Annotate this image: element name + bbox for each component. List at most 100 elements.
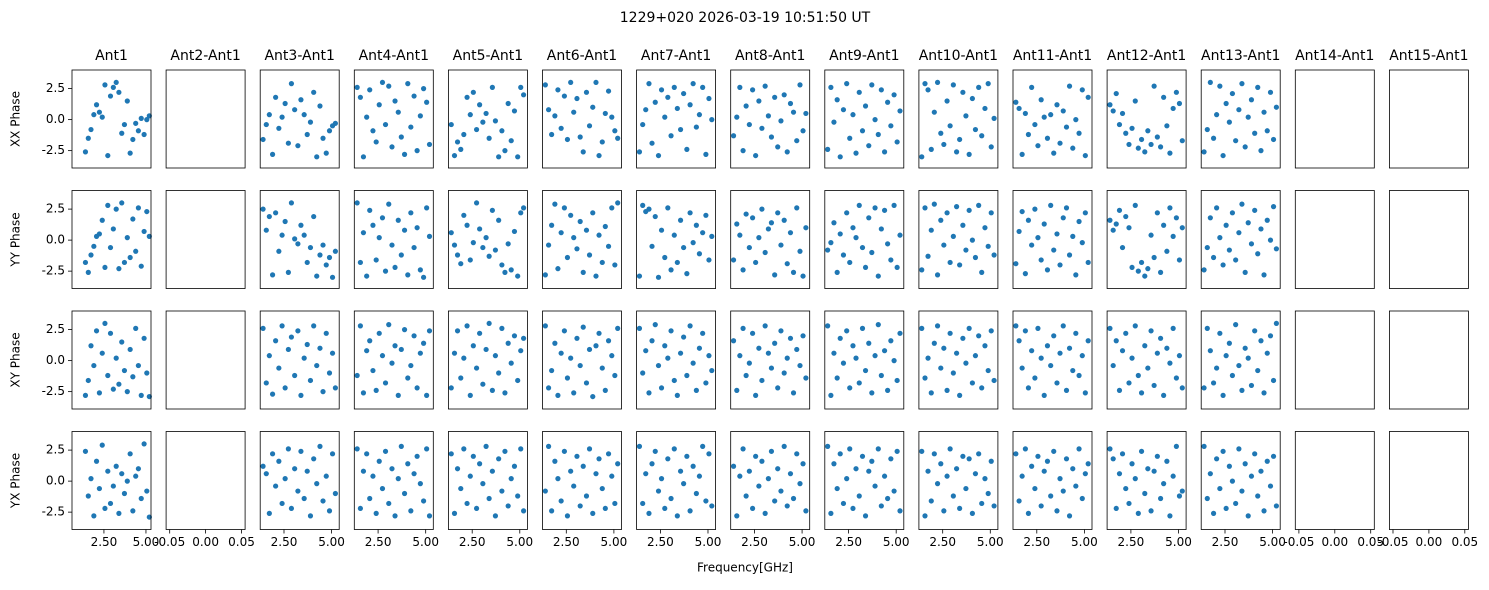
point (740, 148, 746, 154)
point (273, 338, 279, 344)
point (888, 338, 894, 344)
point (499, 325, 505, 331)
point (950, 233, 956, 239)
point (141, 228, 147, 235)
point (599, 485, 605, 492)
y-axis-label: YX Phase (9, 453, 23, 509)
point (1032, 121, 1038, 128)
point (414, 453, 420, 459)
point (110, 483, 116, 489)
point (1132, 323, 1138, 329)
point (1044, 343, 1051, 349)
point (1167, 150, 1173, 156)
point (881, 149, 888, 155)
point (574, 453, 580, 459)
point (395, 476, 401, 482)
point (1063, 205, 1070, 211)
point (891, 92, 897, 98)
point (266, 213, 272, 220)
y-tick-label: 2.5 (46, 202, 65, 216)
point (756, 98, 762, 104)
point (1236, 446, 1242, 452)
point (928, 498, 934, 504)
point (696, 112, 703, 118)
point (141, 441, 147, 447)
column-title: Ant10-Ant1 (919, 48, 998, 64)
point (85, 493, 91, 499)
point (1123, 485, 1129, 492)
point (743, 103, 749, 109)
point (1073, 117, 1079, 123)
point (1016, 498, 1022, 504)
point (549, 222, 555, 228)
panel-frame (353, 310, 434, 410)
point (797, 362, 803, 369)
point (1119, 244, 1126, 251)
point (99, 350, 105, 356)
point (1170, 233, 1176, 239)
point (558, 230, 564, 236)
point (549, 508, 555, 514)
point (834, 269, 840, 275)
point (837, 231, 843, 237)
point (1076, 372, 1082, 379)
point (979, 385, 985, 391)
point (107, 93, 114, 99)
point (772, 340, 778, 346)
point (671, 232, 677, 238)
point (116, 510, 122, 516)
point (405, 272, 411, 278)
column-title: Ant5-Ant1 (453, 48, 523, 64)
point (467, 112, 473, 118)
point (684, 453, 690, 459)
point (1013, 261, 1019, 267)
y-tick-label: 2.5 (46, 443, 65, 457)
point (518, 446, 524, 452)
point (276, 125, 282, 131)
point (982, 225, 988, 231)
point (875, 273, 881, 279)
point (602, 110, 608, 117)
point (1113, 221, 1119, 227)
point (93, 458, 100, 464)
point (373, 139, 379, 145)
point (1025, 385, 1032, 391)
point (260, 136, 266, 143)
point (458, 485, 464, 492)
point (426, 513, 433, 519)
panel-frame (824, 310, 905, 410)
point (1242, 269, 1248, 275)
point (357, 94, 363, 100)
point (746, 360, 752, 366)
point (133, 473, 139, 479)
point (464, 222, 470, 228)
x-tick-label: 2.50 (929, 535, 956, 549)
point (564, 513, 571, 519)
point (765, 113, 771, 119)
point (426, 328, 433, 334)
point (1148, 141, 1154, 148)
point (451, 510, 458, 516)
point (825, 443, 831, 449)
point (803, 508, 809, 514)
point (304, 259, 310, 266)
point (1273, 246, 1279, 252)
y-tick-label: 0.0 (46, 474, 65, 488)
point (759, 377, 765, 384)
point (96, 109, 102, 115)
point (976, 202, 982, 208)
point (960, 453, 966, 459)
panel-frame (636, 310, 716, 410)
point (420, 274, 427, 280)
point (768, 134, 775, 140)
point (1239, 488, 1245, 494)
point (746, 121, 752, 128)
point (130, 136, 136, 143)
point (897, 108, 903, 114)
point (944, 98, 950, 104)
point (922, 375, 928, 381)
point (124, 478, 130, 484)
point (130, 508, 136, 514)
point (1138, 448, 1145, 454)
column-title: Ant14-Ant1 (1295, 48, 1374, 64)
